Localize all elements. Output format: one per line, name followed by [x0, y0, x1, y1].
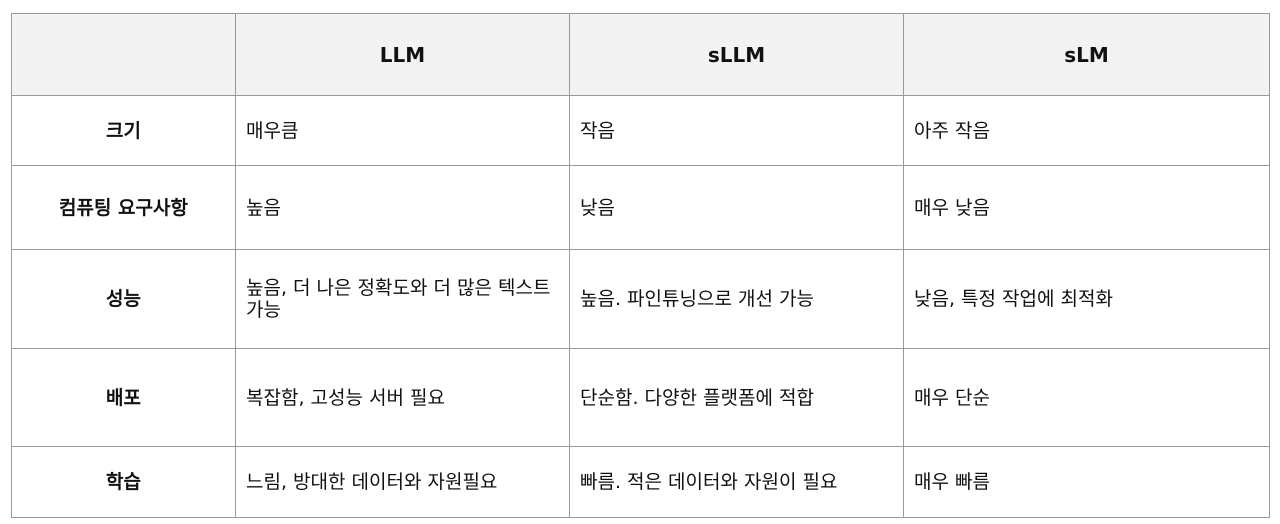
- table-cell: 낮음, 특정 작업에 최적화: [903, 249, 1270, 349]
- row-label-performance: 성능: [11, 249, 236, 349]
- table-row: 배포 복잡함, 고성능 서버 필요 단순함. 다양한 플랫폼에 적합 매우 단순: [11, 348, 1270, 447]
- header-slm: sLM: [903, 13, 1270, 96]
- row-label-compute: 컴퓨팅 요구사항: [11, 165, 236, 250]
- table-cell: 매우 단순: [903, 348, 1270, 447]
- table-cell: 매우큼: [235, 95, 570, 166]
- header-row: LLM sLLM sLM: [11, 13, 1270, 96]
- table-row: 학습 느림, 방대한 데이터와 자원필요 빠름. 적은 데이터와 자원이 필요 …: [11, 446, 1270, 518]
- table-row: 컴퓨팅 요구사항 높음 낮음 매우 낮음: [11, 165, 1270, 250]
- header-llm: LLM: [235, 13, 570, 96]
- row-label-size: 크기: [11, 95, 236, 166]
- header-sllm: sLLM: [569, 13, 904, 96]
- table-cell: 높음. 파인튜닝으로 개선 가능: [569, 249, 904, 349]
- table-cell: 낮음: [569, 165, 904, 250]
- table-cell: 매우 낮음: [903, 165, 1270, 250]
- table-cell: 높음: [235, 165, 570, 250]
- row-label-deployment: 배포: [11, 348, 236, 447]
- table-cell: 매우 빠름: [903, 446, 1270, 518]
- table-cell: 아주 작음: [903, 95, 1270, 166]
- table-row: 크기 매우큼 작음 아주 작음: [11, 95, 1270, 166]
- row-label-training: 학습: [11, 446, 236, 518]
- table-cell: 단순함. 다양한 플랫폼에 적합: [569, 348, 904, 447]
- table-cell: 느림, 방대한 데이터와 자원필요: [235, 446, 570, 518]
- header-corner: [11, 13, 236, 96]
- comparison-table: LLM sLLM sLM 크기 매우큼 작음 아주 작음 컴퓨팅 요구사항 높음…: [11, 13, 1270, 518]
- table-cell: 복잡함, 고성능 서버 필요: [235, 348, 570, 447]
- table-row: 성능 높음, 더 나은 정확도와 더 많은 텍스트 가능 높음. 파인튜닝으로 …: [11, 249, 1270, 349]
- table-cell: 작음: [569, 95, 904, 166]
- table-cell: 빠름. 적은 데이터와 자원이 필요: [569, 446, 904, 518]
- table-cell: 높음, 더 나은 정확도와 더 많은 텍스트 가능: [235, 249, 570, 349]
